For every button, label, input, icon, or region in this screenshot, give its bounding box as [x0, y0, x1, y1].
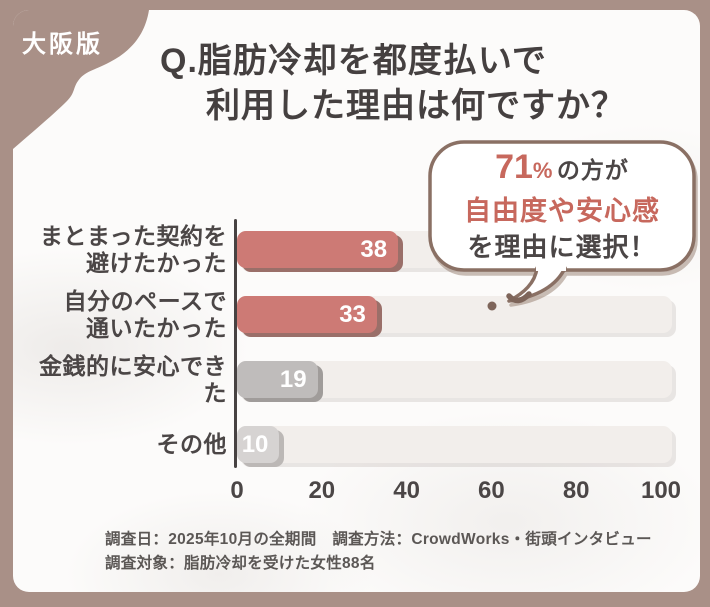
bar: 10	[237, 426, 280, 463]
bar: 38	[237, 231, 399, 268]
callout-percent-sign: %	[532, 158, 553, 183]
category-label-line: まとまった契約を	[39, 222, 227, 249]
callout-line-1: 71% の方が	[427, 148, 697, 187]
category-label: まとまった契約を 避けたかった	[25, 223, 235, 277]
region-badge: 大阪版	[22, 31, 103, 58]
bar-value-label: 19	[279, 365, 307, 393]
speech-bubble-shape	[428, 140, 696, 303]
infographic-card: 大阪版 Q.脂肪冷却を都度払いで 利用した理由は何ですか？ まとまった契約を 避け…	[13, 10, 700, 592]
category-label-line: 通いたかった	[86, 314, 227, 341]
bar-track: 19	[237, 361, 672, 398]
category-label: 金銭的に安心できた	[25, 353, 235, 407]
footnote-line-1: 調査日：2025年10月の全期間 調査方法：CrowdWorks・街頭インタビュ…	[105, 531, 652, 548]
callout-line-3: を理由に選択！	[467, 232, 657, 262]
page-title: Q.脂肪冷却を都度払いで 利用した理由は何ですか？	[160, 39, 626, 129]
title-line-2: 利用した理由は何ですか？	[206, 87, 626, 126]
chart-row: 自分のペースで 通いたかった 33	[25, 288, 672, 341]
callout-suffix: の方が	[556, 157, 629, 183]
callout-highlight: 自由度や安心感	[464, 196, 660, 226]
category-label: その他	[25, 431, 235, 458]
y-axis-line	[234, 219, 237, 468]
category-label-line: 金銭的に安心できた	[39, 352, 227, 406]
title-line-1: Q.脂肪冷却を都度払いで	[160, 42, 547, 80]
x-axis-ticks: 0 20 40 60 80 100	[230, 477, 681, 505]
bubble-tail-marks	[487, 291, 532, 311]
bar: 33	[237, 296, 377, 333]
bar-value-label: 38	[360, 235, 388, 263]
bar-track: 10	[237, 426, 672, 463]
bar-value-label: 33	[339, 300, 366, 328]
category-label-line: 避けたかった	[86, 249, 227, 276]
corner-blob-decoration	[13, 10, 149, 149]
chart-row: 金銭的に安心できた 19	[25, 353, 672, 406]
x-tick-label: 60	[478, 477, 505, 504]
bar: 19	[237, 361, 318, 398]
x-tick-label: 0	[230, 477, 244, 504]
callout-bubble: 71% の方が 自由度や安心感 を理由に選択！	[425, 137, 700, 309]
x-tick-label: 80	[562, 477, 590, 504]
footnote-line-2: 調査対象：脂肪冷却を受けた女性88名	[105, 555, 376, 573]
chart-row: その他 10	[25, 426, 672, 463]
x-tick-label: 40	[393, 477, 420, 504]
category-label-line: その他	[156, 431, 227, 457]
x-tick-label: 20	[308, 477, 336, 504]
x-tick-label: 100	[640, 477, 682, 504]
bar-track: 33	[237, 296, 672, 333]
category-label-line: 自分のペースで	[63, 287, 227, 314]
survey-footnote: 調査日：2025年10月の全期間 調査方法：CrowdWorks・街頭インタビュ…	[105, 528, 652, 576]
bar-value-label: 10	[241, 430, 269, 458]
category-label: 自分のペースで 通いたかった	[25, 288, 235, 342]
callout-percent: 71	[495, 148, 533, 186]
